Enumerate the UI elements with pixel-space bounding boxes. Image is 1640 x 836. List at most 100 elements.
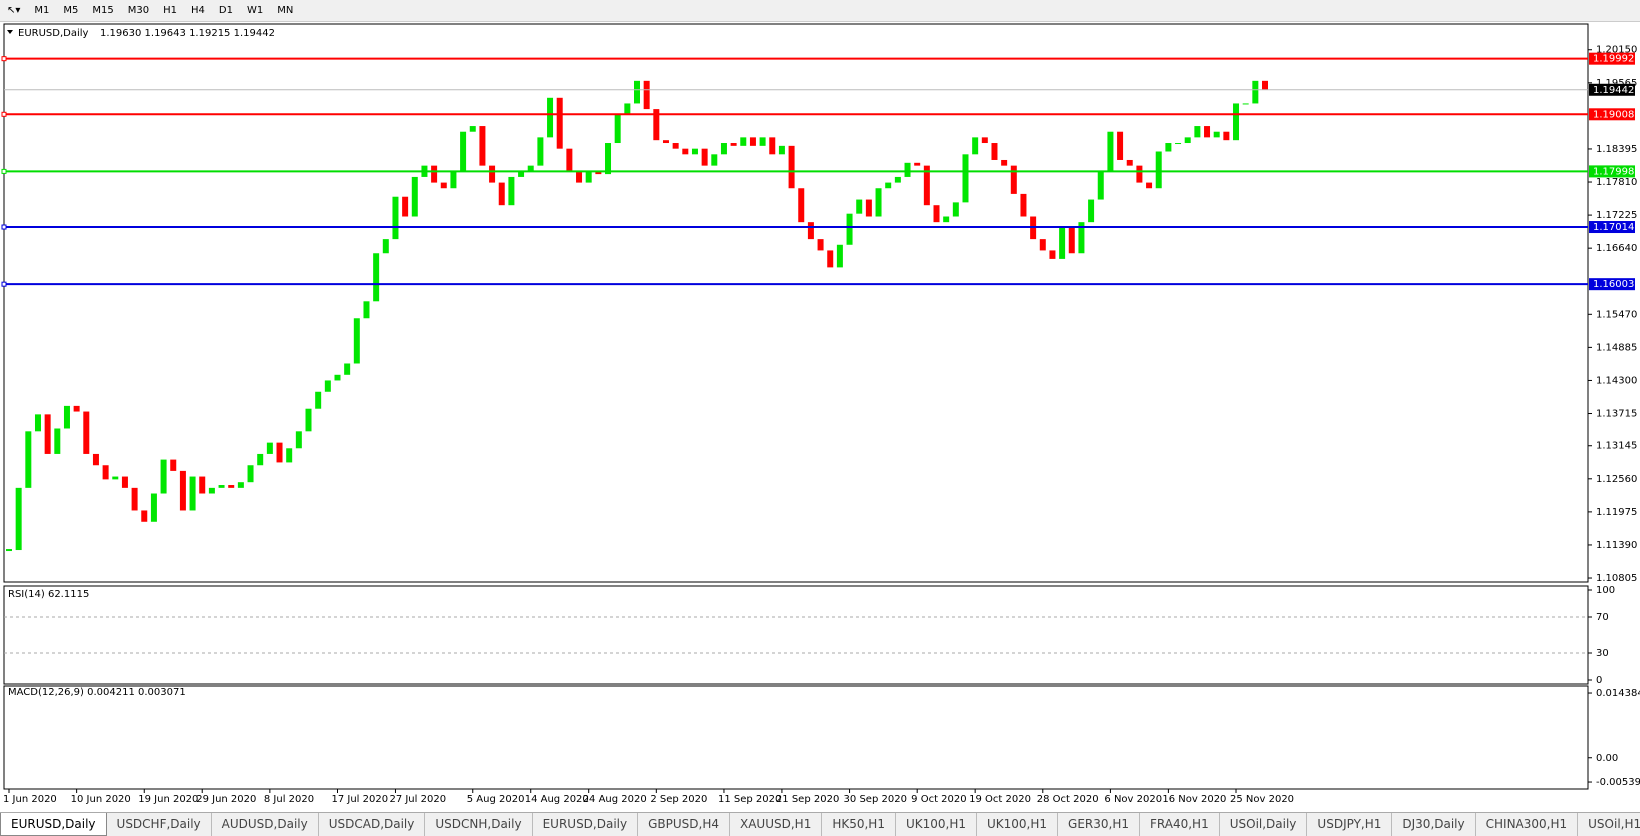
level-label-box [1589, 108, 1635, 121]
chart-tab[interactable]: UK100,H1 [977, 813, 1059, 836]
candle [817, 239, 824, 251]
timeframe-button[interactable]: H4 [191, 5, 205, 16]
candle [547, 97, 554, 138]
candle [54, 428, 61, 454]
toolbar: ↖▾ M1 M5 M15 M30 H1 H4 D1 W1 MN [0, 0, 1640, 22]
chart-tab[interactable]: USOil,Daily [1220, 813, 1308, 836]
candle [1136, 165, 1143, 183]
candle [788, 145, 795, 189]
timeframe-button[interactable]: MN [277, 5, 294, 16]
candle [1165, 143, 1172, 152]
candle [759, 137, 766, 146]
y-tick-label: 1.20150 [1596, 45, 1637, 56]
chart-tab[interactable]: HK50,H1 [822, 813, 896, 836]
candle [1117, 131, 1124, 160]
chart-tab[interactable]: USDCNH,Daily [425, 813, 533, 836]
chart-tab[interactable]: DJ30,Daily [1392, 813, 1476, 836]
chart-tab[interactable]: CHINA300,H1 [1476, 813, 1579, 836]
current-price-label: 1.19442 [1593, 85, 1634, 96]
chart-tab[interactable]: USDJPY,H1 [1307, 813, 1393, 836]
chart-tab[interactable]: GER30,H1 [1058, 813, 1140, 836]
candle [875, 188, 882, 217]
x-tick-label: 21 Sep 2020 [776, 794, 839, 805]
x-tick-label: 10 Jun 2020 [71, 794, 131, 805]
candle [682, 148, 689, 155]
level-label: 1.17998 [1593, 166, 1634, 177]
candle [1233, 103, 1240, 141]
candle [189, 476, 196, 511]
candle [1068, 227, 1075, 254]
candle [856, 199, 863, 214]
y-tick-label: 0 [1596, 675, 1602, 686]
timeframe-button[interactable]: M30 [127, 5, 150, 16]
candle [1001, 159, 1008, 166]
candle [662, 140, 669, 144]
timeframe-button[interactable]: H1 [163, 5, 178, 16]
level-label-box [1589, 221, 1635, 234]
candle [63, 405, 70, 429]
candle [914, 162, 921, 166]
candle [160, 459, 167, 494]
price-label-box [1589, 83, 1635, 96]
candle [972, 137, 979, 155]
candle [498, 182, 505, 206]
chart-tab[interactable]: FRA40,H1 [1140, 813, 1220, 836]
chart-tab[interactable]: USDCAD,Daily [319, 813, 426, 836]
timeframe-button[interactable]: D1 [218, 5, 233, 16]
y-tick-label: 1.13145 [1596, 441, 1637, 452]
candle [440, 182, 447, 189]
candle [981, 137, 988, 144]
chart-tab[interactable]: USOil,H1 [1578, 813, 1640, 836]
x-tick-label: 17 Jul 2020 [331, 794, 388, 805]
candle [373, 253, 380, 302]
candle [904, 162, 911, 177]
x-tick-label: 2 Sep 2020 [650, 794, 707, 805]
timeframe-button[interactable]: M1 [34, 5, 50, 16]
candle [508, 176, 515, 206]
chart-tab[interactable]: GBPUSD,H4 [638, 813, 730, 836]
candle [1020, 193, 1027, 217]
candle [102, 465, 109, 480]
candle [237, 482, 244, 488]
chart-tab[interactable]: UK100,H1 [896, 813, 977, 836]
candle [1126, 159, 1133, 166]
candle [991, 143, 998, 160]
level-handle [1, 56, 7, 62]
candle [199, 476, 206, 494]
candle [315, 391, 322, 409]
candle [518, 171, 525, 177]
chart-tab[interactable]: USDCHF,Daily [107, 813, 212, 836]
level-label-box [1589, 165, 1635, 178]
y-tick-label: 1.16640 [1596, 243, 1637, 254]
candle [798, 188, 805, 223]
y-tick-label: 100 [1596, 585, 1615, 596]
candle [566, 148, 573, 172]
candle [1039, 239, 1046, 251]
candle [1010, 165, 1017, 194]
candle [112, 476, 119, 480]
chart-tab[interactable]: XAUUSD,H1 [730, 813, 823, 836]
candle [537, 137, 544, 166]
timeframe-button[interactable]: M15 [92, 5, 114, 16]
timeframe-button[interactable]: M5 [63, 5, 79, 16]
chart-tab[interactable]: AUDUSD,Daily [212, 813, 319, 836]
panel-frame [3, 685, 1589, 790]
timeframe-button[interactable]: W1 [246, 5, 264, 16]
tool-icon[interactable]: ↖▾ [7, 5, 21, 16]
x-tick-label: 25 Nov 2020 [1230, 794, 1294, 805]
candle [150, 493, 157, 522]
candle [1155, 151, 1162, 189]
chart-tab[interactable]: EURUSD,Daily [0, 813, 107, 836]
candle [131, 487, 138, 511]
y-tick-label: 0.00 [1596, 753, 1618, 764]
candle [121, 476, 128, 488]
x-tick-label: 6 Nov 2020 [1104, 794, 1162, 805]
level-label: 1.16003 [1593, 279, 1634, 290]
x-tick-label: 14 Aug 2020 [525, 794, 589, 805]
chart-tab[interactable]: EURUSD,Daily [533, 813, 639, 836]
candle [73, 405, 80, 412]
y-tick-label: 1.18395 [1596, 144, 1637, 155]
x-tick-label: 27 Jul 2020 [389, 794, 446, 805]
level-label-box [1589, 278, 1635, 291]
x-tick-label: 9 Oct 2020 [911, 794, 966, 805]
